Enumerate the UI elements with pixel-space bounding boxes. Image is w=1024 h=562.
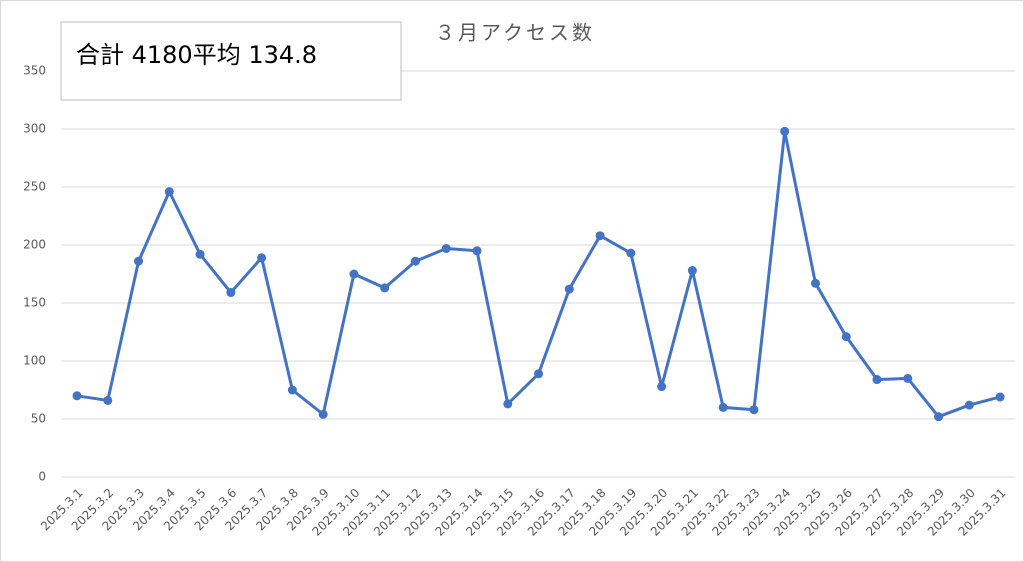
- data-point: [964, 400, 974, 410]
- data-point: [472, 246, 482, 256]
- y-tick-label: 350: [23, 64, 46, 78]
- data-point: [934, 412, 944, 422]
- data-point: [687, 266, 697, 276]
- y-tick-label: 300: [23, 122, 46, 136]
- data-point: [257, 253, 267, 263]
- data-point: [534, 369, 544, 379]
- data-point: [318, 409, 328, 419]
- data-point: [410, 256, 420, 266]
- data-point: [72, 391, 82, 401]
- data-point: [103, 395, 113, 405]
- data-point: [718, 402, 728, 412]
- y-tick-label: 250: [23, 180, 46, 194]
- data-point: [287, 385, 297, 395]
- data-point: [164, 187, 174, 197]
- annotation: 合計 4180平均 134.8: [76, 41, 317, 69]
- data-point: [195, 249, 205, 259]
- y-tick-label: 0: [38, 470, 46, 484]
- data-point: [134, 256, 144, 266]
- data-point: [226, 288, 236, 298]
- y-tick-label: 200: [23, 238, 46, 252]
- data-point: [349, 269, 359, 279]
- data-point: [380, 283, 390, 293]
- data-point: [749, 405, 759, 415]
- data-point: [810, 278, 820, 288]
- data-point: [657, 382, 667, 392]
- y-tick-label: 150: [23, 296, 46, 310]
- y-tick-label: 50: [31, 412, 46, 426]
- annotation-box: [60, 21, 402, 101]
- chart-title: ３月アクセス数: [435, 21, 595, 45]
- data-point: [780, 126, 790, 136]
- data-point: [626, 248, 636, 258]
- data-point: [872, 375, 882, 385]
- data-point: [595, 231, 605, 241]
- data-point: [441, 243, 451, 253]
- data-point: [841, 332, 851, 342]
- data-point: [903, 373, 913, 383]
- y-tick-label: 100: [23, 354, 46, 368]
- data-point: [564, 284, 574, 294]
- data-point: [995, 392, 1005, 402]
- data-point: [503, 399, 513, 409]
